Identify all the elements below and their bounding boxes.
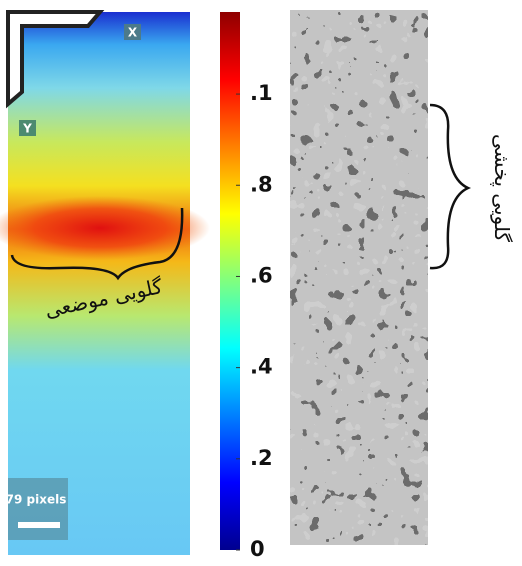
colorbar-tick-label: .1: [250, 81, 273, 105]
colorbar-tick-label: 0: [250, 537, 265, 561]
colorbar: 0 .2 .4 .6 .8 .1: [220, 12, 273, 561]
strain-map: X Y 79 pixels گلویی موضعی: [0, 10, 210, 555]
brace: [10, 207, 184, 281]
colorbar-tick-label: .4: [250, 355, 273, 379]
colorbar-tick-label: .2: [250, 446, 273, 470]
colorbar-tick-label: .8: [250, 172, 273, 196]
y-badge: [19, 120, 36, 136]
colorbar-tick-label: .6: [250, 263, 273, 287]
strain-field: [8, 12, 190, 555]
x-label: X: [128, 26, 138, 40]
scale-bar: [18, 522, 60, 528]
hot-zone: [0, 196, 210, 260]
y-label: Y: [22, 122, 32, 136]
scale-box: [8, 478, 68, 540]
diffuse-necking-label: گلویی پخشی: [489, 134, 514, 243]
colorbar-scale: [220, 12, 240, 550]
speckle-pattern: [290, 10, 428, 545]
speckle-image: گلویی پخشی: [290, 10, 514, 545]
x-badge: [124, 24, 141, 40]
scale-label: 79 pixels: [6, 493, 67, 507]
brace: [429, 103, 472, 270]
notch: [6, 10, 105, 109]
